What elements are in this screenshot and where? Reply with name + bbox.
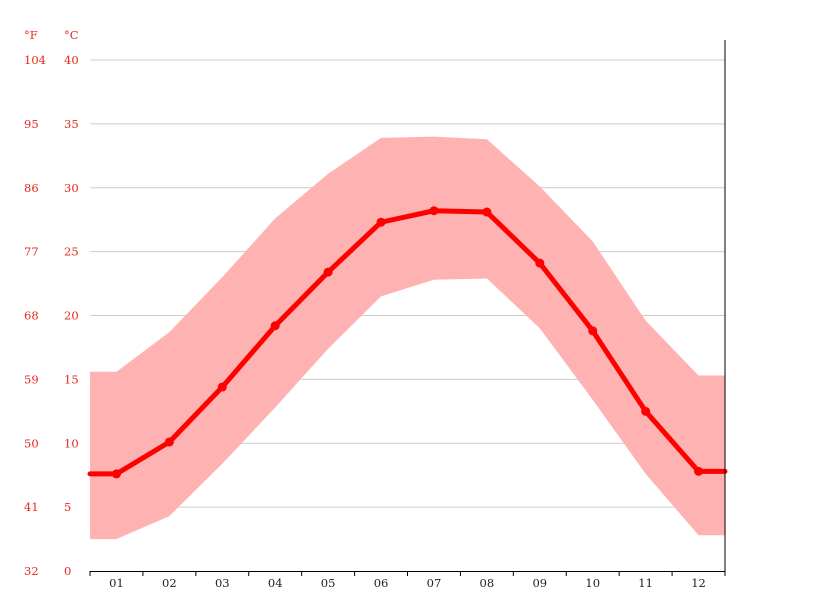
data-point — [641, 406, 651, 416]
data-point — [535, 258, 545, 268]
y-tick-celsius: 15 — [64, 372, 79, 386]
y-tick-fahrenheit: 68 — [24, 309, 39, 323]
y-tick-celsius: 20 — [64, 309, 79, 323]
min-max-band — [90, 136, 725, 540]
celsius-unit-label: °C — [64, 28, 79, 42]
y-tick-celsius: 35 — [64, 117, 79, 131]
x-tick-label: 09 — [532, 576, 547, 590]
data-point — [429, 206, 439, 216]
x-tick-label: 06 — [374, 576, 389, 590]
data-point — [111, 469, 121, 479]
data-point — [588, 326, 598, 336]
min-max-range-area — [90, 136, 725, 540]
y-tick-celsius: 5 — [64, 500, 71, 514]
data-point — [270, 321, 280, 331]
y-tick-celsius: 0 — [64, 564, 71, 578]
data-point — [164, 437, 174, 447]
fahrenheit-unit-label: °F — [24, 28, 38, 42]
y-tick-celsius: 30 — [64, 181, 79, 195]
mean-line-group — [87, 206, 728, 479]
x-tick-label: 03 — [215, 576, 230, 590]
y-tick-celsius: 40 — [64, 53, 79, 67]
mean-temperature-line — [87, 208, 728, 477]
x-tick-label: 08 — [480, 576, 495, 590]
data-point — [694, 466, 704, 476]
y-tick-fahrenheit: 41 — [24, 500, 39, 514]
x-tick-label: 07 — [427, 576, 442, 590]
y-tick-fahrenheit: 50 — [24, 436, 39, 450]
x-tick-label: 10 — [585, 576, 600, 590]
axes: 0 32 5 41 10 50 15 59 20 68 25 77 30 86 35 95 40 104 01 02 0… — [24, 40, 726, 590]
x-tick-label: 12 — [691, 576, 706, 590]
y-tick-fahrenheit: 104 — [24, 53, 46, 67]
y-tick-fahrenheit: 59 — [24, 372, 39, 386]
data-point — [376, 217, 386, 227]
x-tick-label: 11 — [638, 576, 653, 590]
y-tick-fahrenheit: 86 — [24, 181, 39, 195]
y-tick-fahrenheit: 32 — [24, 564, 39, 578]
data-point — [217, 382, 227, 392]
x-tick-label: 05 — [321, 576, 336, 590]
x-tick-label: 02 — [162, 576, 177, 590]
y-tick-celsius: 25 — [64, 245, 79, 259]
data-point — [482, 207, 492, 217]
x-tick-label: 01 — [109, 576, 124, 590]
y-tick-fahrenheit: 95 — [24, 117, 39, 131]
data-point — [323, 267, 333, 277]
y-tick-celsius: 10 — [64, 436, 79, 450]
y-tick-fahrenheit: 77 — [24, 245, 39, 259]
x-tick-label: 04 — [268, 576, 283, 590]
